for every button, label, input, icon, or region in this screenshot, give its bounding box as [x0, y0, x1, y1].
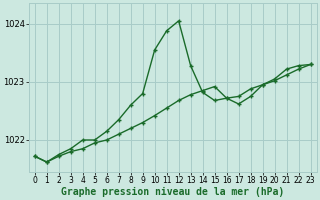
X-axis label: Graphe pression niveau de la mer (hPa): Graphe pression niveau de la mer (hPa)	[61, 186, 284, 197]
